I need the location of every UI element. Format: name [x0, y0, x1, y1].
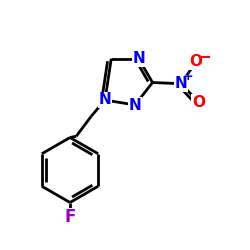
Text: N: N	[128, 98, 141, 112]
Text: F: F	[64, 208, 76, 226]
Text: O: O	[190, 54, 203, 69]
Text: O: O	[192, 95, 205, 110]
Text: N: N	[175, 76, 188, 91]
Text: N: N	[132, 51, 145, 66]
Text: −: −	[197, 47, 211, 65]
Text: +: +	[182, 70, 193, 83]
Text: N: N	[98, 92, 112, 108]
